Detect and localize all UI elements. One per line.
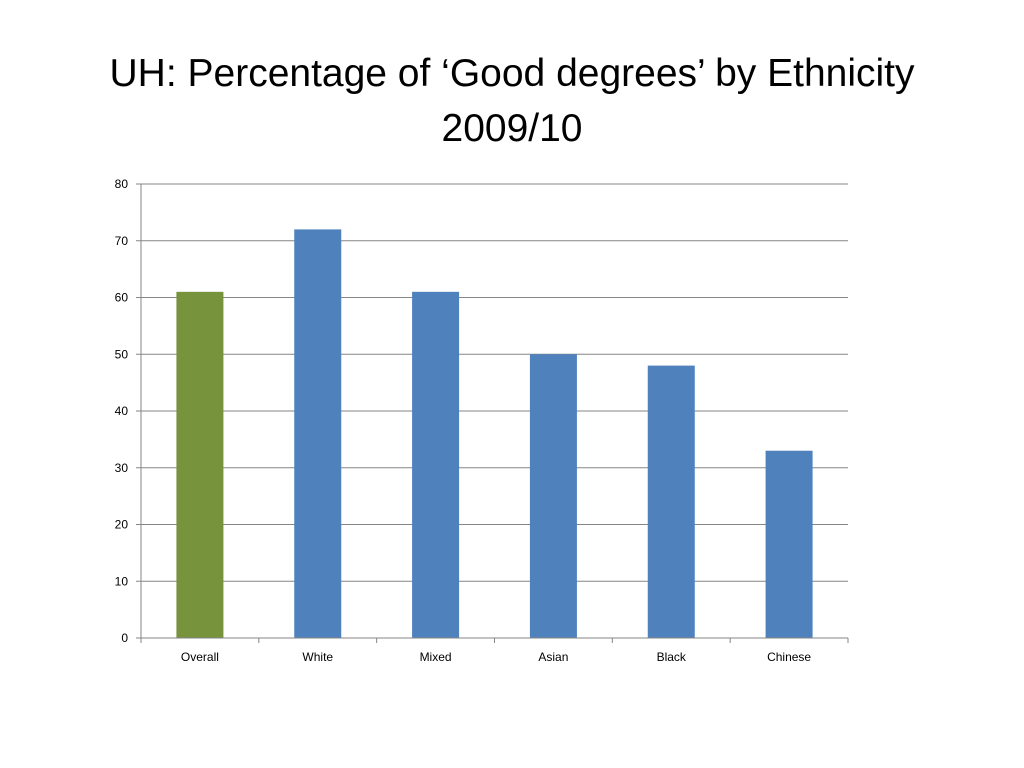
y-tick-label-80: 80 [115, 177, 129, 191]
gridlines [141, 183, 848, 582]
bar-asian [529, 354, 577, 638]
y-tick-label-30: 30 [115, 461, 129, 475]
title-line-1: UH: Percentage of ‘Good degrees’ by Ethn… [109, 52, 915, 95]
bar-chinese [765, 450, 813, 638]
x-tick-label-asian: Asian [538, 650, 568, 664]
x-tick-label-mixed: Mixed [420, 650, 452, 664]
x-tick-label-white: White [302, 650, 333, 664]
x-tick-label-black: Black [657, 650, 687, 664]
bar-overall [176, 291, 224, 638]
axes [136, 183, 849, 643]
y-tick-label-10: 10 [115, 574, 129, 588]
y-tick-label-60: 60 [115, 291, 129, 305]
title-line-2: 2009/10 [441, 107, 583, 150]
bar-white [294, 229, 342, 638]
y-tick-label-20: 20 [115, 518, 129, 532]
bar-black [647, 365, 695, 638]
y-tick-label-70: 70 [115, 234, 129, 248]
x-tick-label-overall: Overall [181, 650, 219, 664]
bars [176, 229, 813, 638]
y-tick-label-0: 0 [121, 631, 128, 645]
tick-labels: 0 10 20 30 40 50 60 70 80 Overall White Mixed Asian B… [115, 177, 812, 664]
y-tick-label-40: 40 [115, 404, 129, 418]
x-tick-label-chinese: Chinese [767, 650, 811, 664]
bar-mixed [412, 291, 460, 638]
slide-title: UH: Percentage of ‘Good degrees’ by Ethn… [40, 46, 984, 156]
y-tick-label-50: 50 [115, 347, 129, 361]
